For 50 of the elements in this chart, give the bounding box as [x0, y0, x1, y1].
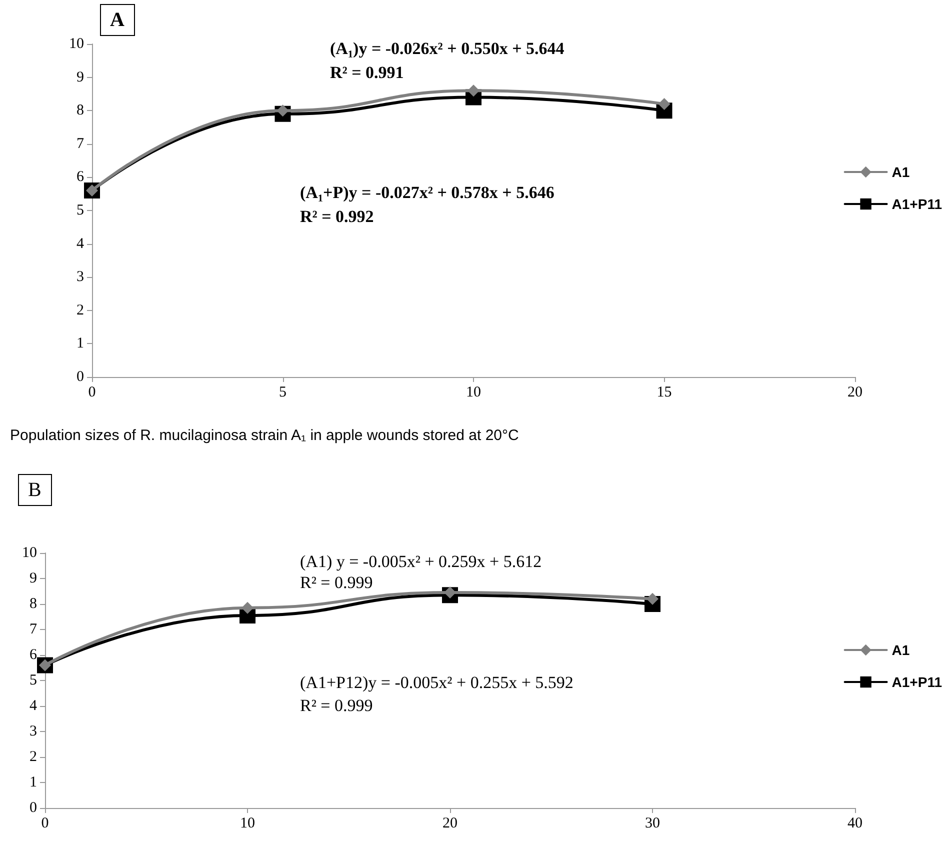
y-tick-label: 4	[30, 698, 38, 714]
legend-label: A1	[892, 164, 910, 180]
chart-title: A	[110, 9, 125, 31]
y-tick-label: 2	[30, 749, 37, 765]
legend-label: A1+P11	[892, 196, 942, 212]
y-tick-label: 6	[30, 647, 38, 663]
chart-title: B	[28, 479, 42, 501]
annotation: R² = 0.999	[300, 573, 373, 592]
annotation: (A₁)y = -0.026x² + 0.550x + 5.644	[330, 39, 565, 58]
legend-label: A1+P11	[892, 674, 942, 690]
x-tick-label: 40	[848, 816, 862, 832]
y-tick-label: 5	[30, 672, 37, 688]
x-tick-label: 0	[88, 384, 96, 400]
x-tick-label: 30	[645, 816, 660, 832]
x-tick-label: 20	[848, 384, 862, 400]
y-tick-label: 4	[76, 236, 84, 252]
annotation: (A1+P12)y = -0.005x² + 0.255x + 5.592	[300, 673, 574, 692]
annotation: R² = 0.992	[300, 207, 374, 226]
x-tick-label: 20	[442, 816, 458, 832]
y-tick-label: 5	[76, 202, 84, 218]
annotation: (A1) y = -0.005x² + 0.259x + 5.612	[300, 552, 542, 571]
y-tick-label: 1	[30, 774, 37, 790]
annotation: R² = 0.991	[330, 63, 404, 82]
y-tick-label: 8	[30, 596, 37, 612]
y-tick-label: 3	[30, 724, 37, 740]
y-tick-label: 7	[30, 622, 38, 638]
y-tick-label: 2	[76, 302, 84, 318]
y-tick-label: 7	[76, 136, 84, 152]
y-tick-label: 0	[76, 369, 84, 385]
y-tick-label: 3	[76, 269, 84, 286]
x-tick-label: 10	[240, 816, 255, 832]
x-tick-label: 5	[279, 384, 286, 400]
point	[468, 84, 480, 97]
y-tick-label: 10	[22, 545, 37, 561]
text: Population sizes of R. mucilaginosa strain A₁ in apple wounds stored at 20°C	[10, 427, 520, 444]
y-tick-label: 0	[30, 800, 37, 816]
x-tick-label: 0	[41, 816, 49, 832]
point	[242, 602, 254, 614]
x-tick-label: 10	[466, 384, 481, 400]
annotation: R² = 0.999	[300, 696, 373, 715]
annotation: (A₁+P)y = -0.027x² + 0.578x + 5.646	[300, 183, 554, 202]
point	[658, 98, 670, 110]
legend-label: A1	[892, 642, 910, 658]
y-tick-label: 9	[76, 69, 84, 86]
y-tick-label: 8	[76, 102, 84, 119]
y-tick-label: 6	[76, 169, 84, 186]
y-tick-label: 1	[76, 336, 84, 352]
y-tick-label: 10	[69, 36, 84, 52]
x-tick-label: 15	[656, 384, 672, 400]
y-tick-label: 9	[30, 570, 37, 586]
